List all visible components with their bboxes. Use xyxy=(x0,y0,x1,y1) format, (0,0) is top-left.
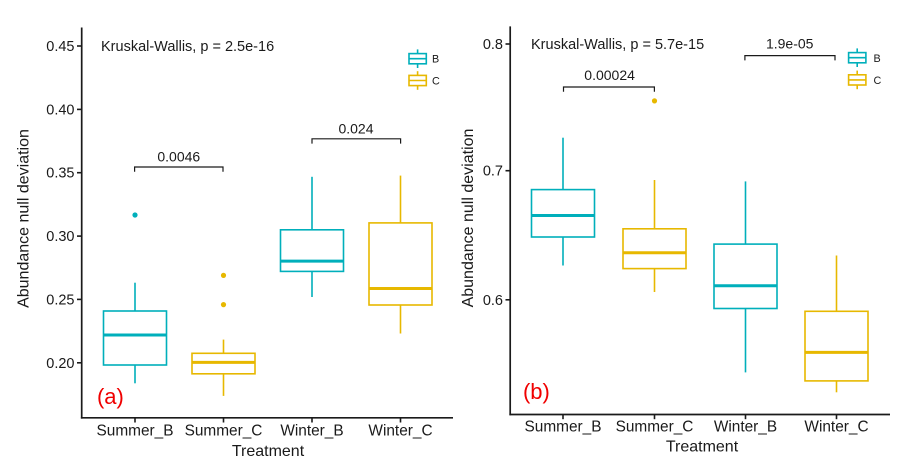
svg-text:Winter_C: Winter_C xyxy=(368,423,432,440)
svg-text:Summer_B: Summer_B xyxy=(525,419,602,436)
svg-text:Kruskal-Wallis, p = 5.7e-15: Kruskal-Wallis, p = 5.7e-15 xyxy=(531,37,704,53)
svg-text:Treatment: Treatment xyxy=(666,439,739,456)
svg-text:0.0046: 0.0046 xyxy=(157,149,200,165)
svg-text:B: B xyxy=(432,54,439,66)
svg-text:Summer_B: Summer_B xyxy=(97,423,174,440)
svg-text:Abundance null deviation: Abundance null deviation xyxy=(460,129,477,308)
svg-text:Treatment: Treatment xyxy=(232,443,305,460)
svg-text:0.40: 0.40 xyxy=(46,102,74,118)
svg-text:Summer_C: Summer_C xyxy=(185,423,263,440)
svg-text:Summer_C: Summer_C xyxy=(616,419,694,436)
svg-text:0.30: 0.30 xyxy=(46,229,74,245)
svg-text:Kruskal-Wallis, p = 2.5e-16: Kruskal-Wallis, p = 2.5e-16 xyxy=(101,39,274,55)
svg-text:1.9e-05: 1.9e-05 xyxy=(766,35,814,51)
svg-text:B: B xyxy=(874,53,881,65)
svg-text:0.6: 0.6 xyxy=(483,293,503,309)
svg-text:C: C xyxy=(874,75,882,87)
svg-text:Winter_B: Winter_B xyxy=(714,419,777,436)
svg-text:0.8: 0.8 xyxy=(483,37,503,53)
svg-text:0.35: 0.35 xyxy=(46,166,74,182)
svg-text:0.45: 0.45 xyxy=(46,39,74,55)
svg-text:(a): (a) xyxy=(97,384,124,409)
svg-text:0.024: 0.024 xyxy=(338,120,373,136)
svg-text:0.20: 0.20 xyxy=(46,356,74,372)
svg-text:0.25: 0.25 xyxy=(46,292,74,308)
svg-text:Winter_C: Winter_C xyxy=(804,419,868,436)
svg-text:Abundance null deviation: Abundance null deviation xyxy=(16,129,33,308)
svg-text:(b): (b) xyxy=(523,379,550,404)
svg-text:0.7: 0.7 xyxy=(483,164,503,180)
svg-text:0.00024: 0.00024 xyxy=(584,67,635,83)
svg-text:Winter_B: Winter_B xyxy=(280,423,343,440)
svg-text:C: C xyxy=(432,75,440,87)
